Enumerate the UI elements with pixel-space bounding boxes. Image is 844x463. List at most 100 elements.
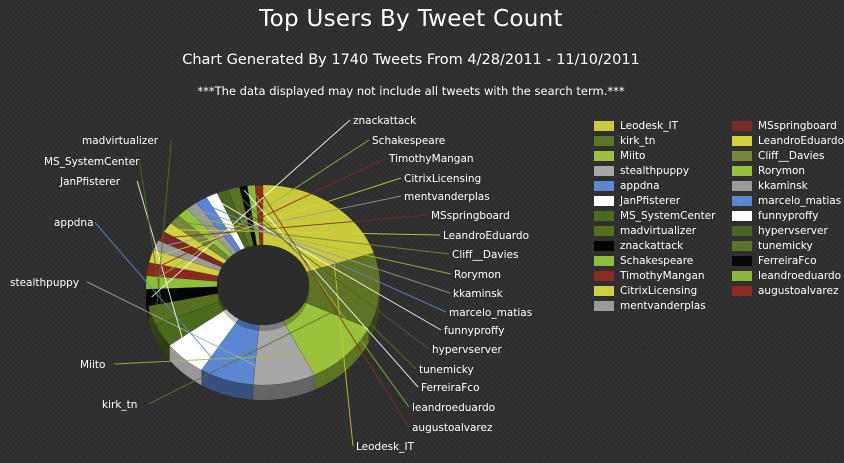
- donut-hole: [217, 245, 309, 325]
- legend-item-leandroeduardo: LeandroEduardo: [732, 133, 844, 148]
- legend-swatch: [594, 150, 614, 161]
- legend-swatch: [594, 270, 614, 281]
- legend-swatch: [732, 210, 752, 221]
- legend-swatch: [594, 300, 614, 311]
- slice-kirk-tn[interactable]: [304, 252, 381, 329]
- leader-line-leandroeduardo: [251, 189, 410, 408]
- legend-label: mentvanderplas: [620, 299, 706, 312]
- slice-label-leandroeduardo: LeandroEduardo: [443, 230, 529, 242]
- legend-item-tunemicky: tunemicky: [732, 238, 813, 253]
- legend-label: TimothyMangan: [620, 269, 705, 282]
- legend-label: Miito: [620, 149, 646, 162]
- slice-label-madvirtualizer: madvirtualizer: [82, 135, 159, 147]
- legend-swatch: [594, 210, 614, 221]
- leader-line-schakespeare: [150, 139, 370, 283]
- leader-line-ferreirafco: [243, 190, 419, 388]
- legend-label: Rorymon: [758, 164, 806, 177]
- legend-swatch: [732, 195, 752, 206]
- leader-line-cliff-davies: [178, 221, 450, 255]
- slice-label-augustoalvarez: augustoalvarez: [412, 422, 493, 434]
- legend-item-timothymangan: TimothyMangan: [594, 268, 705, 283]
- legend-swatch: [594, 120, 614, 131]
- legend-swatch: [594, 165, 614, 176]
- legend-item-kkaminsk: kkaminsk: [732, 178, 808, 193]
- legend-swatch: [594, 195, 614, 206]
- slice-label-citrixlicensing: CitrixLicensing: [404, 173, 481, 185]
- leader-line-ms-systemcenter: [139, 160, 167, 334]
- slice-label-timothymangan: TimothyMangan: [388, 153, 474, 165]
- legend-item-znackattack: znackattack: [594, 238, 683, 253]
- leader-line-leodesk-it: [327, 206, 354, 447]
- slice-label-znackattack: znackattack: [353, 115, 417, 127]
- slice-label-kirk-tn: kirk_tn: [102, 399, 137, 411]
- slice-label-hypervserver: hypervserver: [432, 344, 502, 356]
- slice-label-mentvanderplas: mentvanderplas: [404, 191, 490, 203]
- slice-label-ms-systemcenter: MS_SystemCenter: [44, 156, 140, 168]
- legend-item-msspringboard: MSspringboard: [732, 118, 837, 133]
- leader-line-kirk-tn: [148, 290, 376, 405]
- legend-item-appdna: appdna: [594, 178, 660, 193]
- legend-swatch: [594, 240, 614, 251]
- leader-line-madvirtualizer: [155, 139, 172, 315]
- slice-side-znackattack: [146, 289, 149, 321]
- legend-swatch: [732, 240, 752, 251]
- leader-line-mentvanderplas: [159, 195, 402, 248]
- legend-item-augustoalvarez: augustoalvarez: [732, 283, 838, 298]
- legend-swatch: [732, 285, 752, 296]
- slice-label-janpfisterer: JanPfisterer: [59, 176, 121, 188]
- slice-side-stealthpuppy: [253, 374, 315, 400]
- slice-side-janpfisterer: [169, 345, 202, 386]
- legend-label: appdna: [620, 179, 660, 192]
- slice-side-ms-systemcenter: [155, 325, 170, 361]
- legend-swatch: [732, 270, 752, 281]
- leader-line-rorymon: [185, 214, 452, 275]
- leader-line-tunemicky: [234, 191, 417, 370]
- chart-subtitle: Chart Generated By 1740 Tweets From 4/28…: [182, 52, 640, 68]
- legend-item-ms-systemcenter: MS_SystemCenter: [594, 208, 715, 223]
- legend-item-kirk-tn: kirk_tn: [594, 133, 655, 148]
- legend-item-cliff-davies: Cliff__Davies: [732, 148, 824, 163]
- legend-item-miito: Miito: [594, 148, 645, 163]
- legend-label: tunemicky: [758, 239, 813, 252]
- slice-labels: Leodesk_IT kirk_tn Miito stealthpuppy appdna…: [10, 115, 532, 453]
- leader-line-znackattack: [151, 119, 351, 298]
- slice-label-kkaminsk: kkaminsk: [453, 288, 504, 300]
- leader-line-msspringboard: [165, 214, 429, 239]
- legend-swatch: [594, 285, 614, 296]
- slice-side-madvirtualizer: [148, 305, 156, 341]
- leader-lines: [86, 119, 452, 447]
- slice-label-leodesk-it: Leodesk_IT: [356, 441, 415, 453]
- leader-line-janpfisterer: [136, 180, 188, 357]
- slice-label-stealthpuppy: stealthpuppy: [10, 277, 79, 289]
- leader-line-hypervserver: [223, 194, 430, 350]
- leader-line-leandroeduardo: [171, 229, 441, 236]
- legend-swatch: [732, 120, 752, 131]
- leader-line-marcelo-matias: [203, 202, 447, 313]
- legend-swatch: [732, 180, 752, 191]
- legend-label: Cliff__Davies: [758, 149, 825, 162]
- slice-side-appdna: [201, 370, 254, 400]
- slice-label-ferreirafco: FerreiraFco: [421, 382, 480, 394]
- slice-label-schakespeare: Schakespeare: [372, 135, 445, 147]
- legend-label: Schakespeare: [620, 254, 694, 267]
- legend-label: JanPfisterer: [620, 194, 681, 207]
- legend-item-ferreirafco: FerreiraFco: [732, 253, 817, 268]
- slice-label-rorymon: Rorymon: [454, 269, 501, 281]
- leader-line-augustoalvarez: [258, 188, 410, 428]
- slice-label-marcelo-matias: marcelo_matias: [449, 307, 532, 319]
- chart-note: ***The data displayed may not include al…: [197, 84, 625, 98]
- legend-label: madvirtualizer: [620, 224, 697, 237]
- slice-label-funnyproffy: funnyproffy: [444, 325, 505, 337]
- legend-swatch: [594, 135, 614, 146]
- legend-label: funnyproffy: [758, 209, 819, 222]
- legend-label: LeandroEduardo: [758, 134, 844, 147]
- leader-line-citrixlicensing: [155, 177, 402, 258]
- slice-label-leandroeduardo: leandroeduardo: [412, 402, 495, 414]
- leader-line-kkaminsk: [194, 208, 451, 294]
- legend-label: MS_SystemCenter: [620, 209, 716, 222]
- leader-line-funnyproffy: [213, 198, 442, 331]
- slice-label-miito: Miito: [80, 359, 105, 371]
- legend-swatch: [594, 180, 614, 191]
- legend-item-marcelo-matias: marcelo_matias: [732, 193, 841, 208]
